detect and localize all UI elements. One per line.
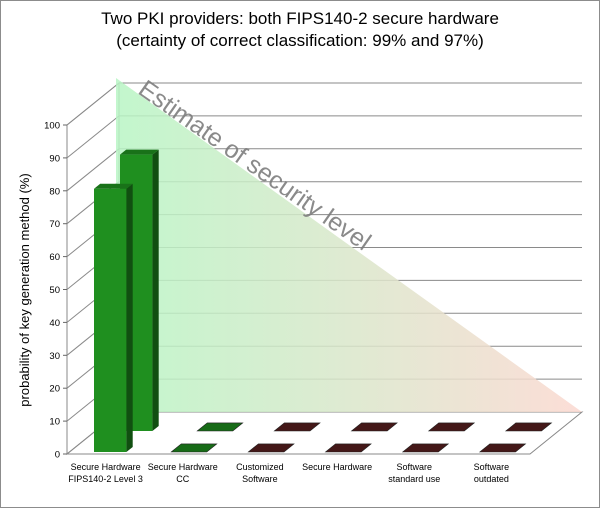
bar-zero bbox=[196, 422, 244, 432]
y-tick-label: 10 bbox=[49, 417, 60, 428]
x-category-label: Secure Hardware CC bbox=[148, 462, 218, 484]
bar-s2-2 bbox=[196, 422, 244, 432]
bar-zero bbox=[247, 443, 295, 453]
bar-s2-5 bbox=[427, 422, 476, 432]
x-category-label: Software outdated bbox=[474, 462, 510, 484]
bar-s1-6 bbox=[478, 443, 527, 453]
x-category-label: Software standard use bbox=[388, 462, 440, 484]
bar-side bbox=[126, 183, 133, 453]
y-tick-label: 70 bbox=[49, 219, 60, 230]
bar-s1-5 bbox=[401, 443, 450, 453]
bar-s1-1 bbox=[94, 183, 133, 453]
x-category-label: Secure Hardware bbox=[302, 462, 372, 472]
bar-zero bbox=[324, 443, 372, 453]
security-estimate-wedge bbox=[116, 78, 582, 412]
y-tick-label: 0 bbox=[55, 450, 60, 461]
y-tick-label: 30 bbox=[49, 351, 60, 362]
bar-s1-2 bbox=[170, 443, 218, 453]
bar-s2-4 bbox=[350, 422, 398, 432]
bar-s1-3 bbox=[247, 443, 295, 453]
x-category-label: Secure Hardware FIPS140-2 Level 3 bbox=[68, 462, 143, 484]
bar-side bbox=[152, 149, 159, 431]
bars bbox=[94, 149, 553, 453]
bar-zero bbox=[427, 422, 476, 432]
bar-zero bbox=[401, 443, 450, 453]
bar-zero bbox=[504, 422, 553, 432]
gridline-side bbox=[66, 82, 120, 126]
bar-s2-6 bbox=[504, 422, 553, 432]
y-tick-label: 80 bbox=[49, 186, 60, 197]
bar-zero bbox=[478, 443, 527, 453]
bar-zero bbox=[170, 443, 218, 453]
y-tick-labels: 0 10 20 30 40 50 60 70 80 90 100 bbox=[44, 121, 60, 461]
chart-subtitle: (certainty of correct classification: 99… bbox=[116, 31, 484, 50]
y-tick-label: 40 bbox=[49, 318, 60, 329]
bar-zero bbox=[273, 422, 321, 432]
bar-top bbox=[94, 183, 133, 189]
y-axis-label: probability of key generation method (%) bbox=[17, 173, 32, 406]
y-tick-label: 90 bbox=[49, 153, 60, 164]
bar-top bbox=[120, 149, 159, 155]
x-category-label: Customized Software bbox=[236, 462, 284, 484]
gridline-side bbox=[66, 148, 120, 192]
gridline-side bbox=[66, 115, 120, 159]
y-tick-label: 50 bbox=[49, 285, 60, 296]
bar-front bbox=[94, 188, 127, 453]
chart-title: Two PKI providers: both FIPS140-2 secure… bbox=[0, 8, 600, 52]
bar-zero bbox=[350, 422, 398, 432]
y-tick-label: 60 bbox=[49, 252, 60, 263]
wedge-shape bbox=[116, 78, 582, 412]
bar-s2-3 bbox=[273, 422, 321, 432]
y-tick-label: 20 bbox=[49, 384, 60, 395]
y-tick-label: 100 bbox=[44, 121, 60, 132]
chart-title-line-1: Two PKI providers: both FIPS140-2 secure… bbox=[101, 9, 499, 28]
bar-s1-4 bbox=[324, 443, 372, 453]
